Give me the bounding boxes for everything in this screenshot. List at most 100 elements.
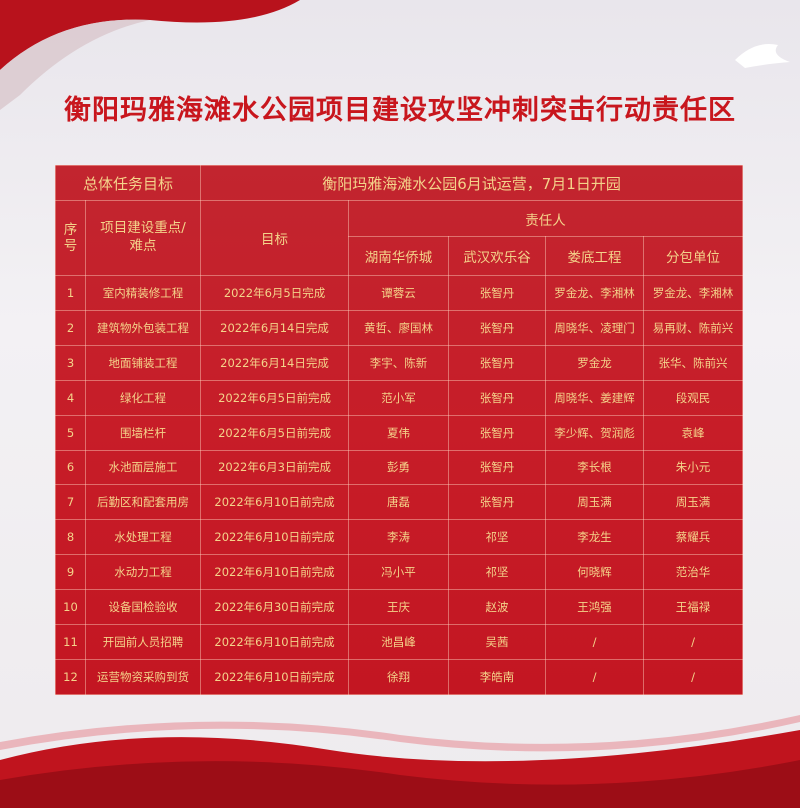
row-target: 2022年6月5日前完成 (200, 414, 350, 451)
row-index: 12 (55, 658, 86, 696)
row-hunan: 徐翔 (348, 658, 450, 696)
row-target: 2022年6月5日前完成 (200, 379, 350, 416)
table-row: 11 开园前人员招聘 2022年6月10日前完成 池昌峰 吴茜 / / (55, 624, 744, 660)
row-wuhan: 吴茜 (448, 624, 547, 660)
row-item: 水处理工程 (84, 519, 202, 556)
header-unit-sub: 分包单位 (643, 236, 744, 276)
row-item: 建筑物外包装工程 (84, 309, 202, 346)
row-loudi: 周晓华、姜建辉 (545, 379, 645, 416)
row-index: 2 (55, 309, 86, 346)
row-target: 2022年6月14日完成 (200, 309, 350, 346)
header-responsible: 责任人 (348, 200, 744, 237)
row-target: 2022年6月10日前完成 (200, 519, 350, 556)
row-wuhan: 张智丹 (448, 484, 547, 521)
table-row: 4 绿化工程 2022年6月5日前完成 范小军 张智丹 周晓华、姜建辉 段观民 (55, 379, 744, 416)
row-index: 1 (55, 275, 86, 311)
row-index: 5 (55, 414, 86, 451)
row-loudi: 周晓华、凌理门 (545, 309, 645, 346)
row-target: 2022年6月5日完成 (200, 275, 350, 311)
row-loudi: 罗金龙 (545, 344, 645, 381)
row-subcontractor: 蔡耀兵 (643, 519, 744, 556)
row-target: 2022年6月10日前完成 (200, 624, 350, 660)
row-loudi: / (545, 624, 645, 660)
row-index: 7 (55, 484, 86, 521)
table-row: 2 建筑物外包装工程 2022年6月14日完成 黄哲、廖国林 张智丹 周晓华、凌理门 易再财… (55, 309, 744, 346)
table-row: 3 地面铺装工程 2022年6月14日完成 李宇、陈新 张智丹 罗金龙 张华、陈前兴 (55, 344, 744, 381)
row-target: 2022年6月14日完成 (200, 344, 350, 381)
row-hunan: 谭蓉云 (348, 275, 450, 311)
row-loudi: 周玉满 (545, 484, 645, 521)
row-wuhan: 张智丹 (448, 275, 547, 311)
row-subcontractor: 范治华 (643, 554, 744, 591)
row-target: 2022年6月10日前完成 (200, 554, 350, 591)
row-item: 设备国检验收 (84, 589, 202, 626)
row-loudi: / (545, 658, 645, 696)
table-row: 9 水动力工程 2022年6月10日前完成 冯小平 祁坚 何晓辉 范治华 (55, 554, 744, 591)
row-subcontractor: / (643, 658, 744, 696)
row-wuhan: 张智丹 (448, 379, 547, 416)
row-loudi: 李少辉、贺润彪 (545, 414, 645, 451)
row-item: 绿化工程 (84, 379, 202, 416)
row-item: 围墙栏杆 (84, 414, 202, 451)
row-wuhan: 祁坚 (448, 519, 547, 556)
row-loudi: 李长根 (545, 449, 645, 486)
row-hunan: 王庆 (348, 589, 450, 626)
row-wuhan: 张智丹 (448, 449, 547, 486)
row-item: 水动力工程 (84, 554, 202, 591)
row-hunan: 李涛 (348, 519, 450, 556)
row-target: 2022年6月30日前完成 (200, 589, 350, 626)
row-index: 10 (55, 589, 86, 626)
row-index: 11 (55, 624, 86, 660)
row-wuhan: 张智丹 (448, 344, 547, 381)
row-index: 4 (55, 379, 86, 416)
overall-goal-value: 衡阳玛雅海滩水公园6月试运营，7月1日开园 (200, 165, 744, 201)
row-target: 2022年6月10日前完成 (200, 658, 350, 696)
row-item: 水池面层施工 (84, 449, 202, 486)
row-index: 6 (55, 449, 86, 486)
row-subcontractor: 段观民 (643, 379, 744, 416)
row-index: 8 (55, 519, 86, 556)
row-item: 运营物资采购到货 (84, 658, 202, 696)
header-index: 序号 (55, 200, 86, 276)
row-hunan: 范小军 (348, 379, 450, 416)
row-wuhan: 张智丹 (448, 414, 547, 451)
row-target: 2022年6月10日前完成 (200, 484, 350, 521)
row-wuhan: 祁坚 (448, 554, 547, 591)
row-index: 3 (55, 344, 86, 381)
table-row: 10 设备国检验收 2022年6月30日前完成 王庆 赵波 王鸿强 王福禄 (55, 589, 744, 626)
row-wuhan: 张智丹 (448, 309, 547, 346)
header-unit-hn: 湖南华侨城 (348, 236, 450, 276)
header-item: 项目建设重点/难点 (84, 200, 202, 276)
row-item: 后勤区和配套用房 (84, 484, 202, 521)
page-title: 衡阳玛雅海滩水公园项目建设攻坚冲刺突击行动责任区 (64, 95, 736, 126)
row-subcontractor: 罗金龙、李湘林 (643, 275, 744, 311)
row-subcontractor: 朱小元 (643, 449, 744, 486)
row-item: 室内精装修工程 (84, 275, 202, 311)
header-unit-wh: 武汉欢乐谷 (448, 236, 547, 276)
row-wuhan: 赵波 (448, 589, 547, 626)
row-hunan: 黄哲、廖国林 (348, 309, 450, 346)
row-loudi: 李龙生 (545, 519, 645, 556)
responsibility-table: 总体任务目标 衡阳玛雅海滩水公园6月试运营，7月1日开园 序号 项目建设重点/难… (54, 165, 744, 696)
table-row: 6 水池面层施工 2022年6月3日前完成 彭勇 张智丹 李长根 朱小元 (55, 449, 744, 486)
table-row: 1 室内精装修工程 2022年6月5日完成 谭蓉云 张智丹 罗金龙、李湘林 罗金龙、李湘林 (55, 275, 744, 311)
row-subcontractor: 易再财、陈前兴 (643, 309, 744, 346)
row-hunan: 夏伟 (348, 414, 450, 451)
header-target: 目标 (200, 200, 350, 276)
dove-icon (735, 44, 790, 68)
row-subcontractor: 张华、陈前兴 (643, 344, 744, 381)
row-hunan: 池昌峰 (348, 624, 450, 660)
row-wuhan: 李皓南 (448, 658, 547, 696)
table-row: 5 围墙栏杆 2022年6月5日前完成 夏伟 张智丹 李少辉、贺润彪 袁峰 (55, 414, 744, 451)
row-loudi: 罗金龙、李湘林 (545, 275, 645, 311)
row-hunan: 李宇、陈新 (348, 344, 450, 381)
row-subcontractor: 王福禄 (643, 589, 744, 626)
row-subcontractor: 周玉满 (643, 484, 744, 521)
overall-goal-label: 总体任务目标 (54, 165, 202, 201)
row-target: 2022年6月3日前完成 (200, 449, 350, 486)
row-loudi: 王鸿强 (545, 589, 645, 626)
header-unit-ld: 娄底工程 (545, 236, 645, 276)
table-row: 8 水处理工程 2022年6月10日前完成 李涛 祁坚 李龙生 蔡耀兵 (55, 519, 744, 556)
red-flag-swoosh (0, 0, 300, 70)
